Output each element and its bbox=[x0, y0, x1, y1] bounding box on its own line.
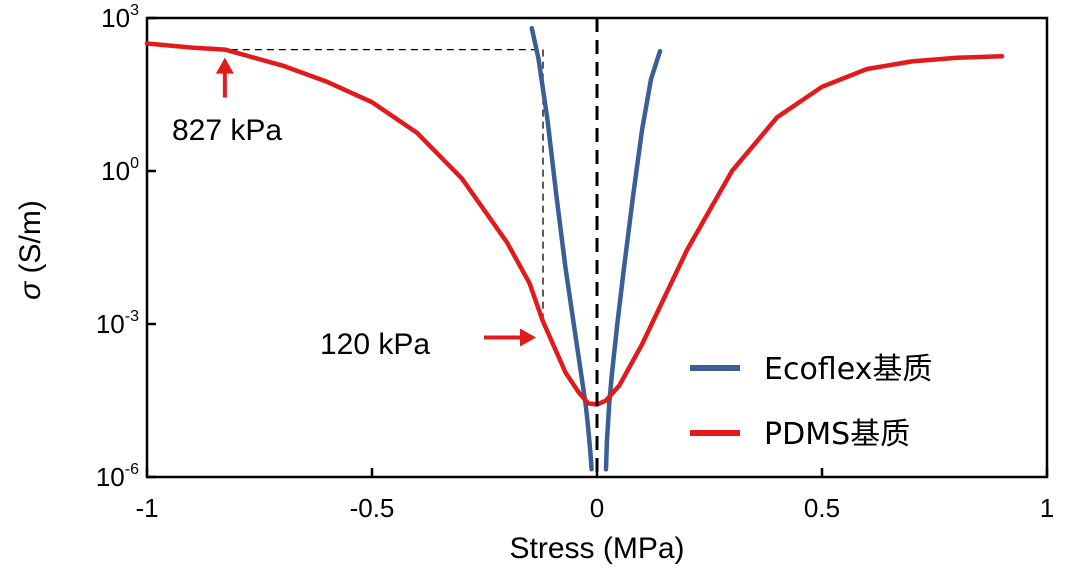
x-axis: -1 -0.5 0 0.5 1 bbox=[135, 468, 1054, 523]
y-axis-label: σ (S/m) bbox=[14, 200, 47, 300]
series-layer bbox=[144, 25, 1005, 472]
y-tick-label: 10-6 bbox=[96, 461, 139, 492]
arrow-right-icon bbox=[520, 328, 536, 347]
series-line bbox=[144, 41, 1005, 407]
reference-lines bbox=[230, 48, 544, 322]
x-tick-label: 1 bbox=[1040, 493, 1054, 523]
y-tick-label: 10-3 bbox=[96, 308, 139, 339]
annotations: 827 kPa 120 kPa bbox=[172, 57, 536, 361]
x-axis-label: Stress (MPa) bbox=[509, 532, 684, 565]
series-line bbox=[529, 25, 594, 472]
series-line bbox=[603, 48, 663, 472]
annotation-label: 120 kPa bbox=[320, 328, 430, 361]
y-tick-label: 103 bbox=[101, 2, 139, 33]
y-tick-label: 100 bbox=[101, 155, 139, 186]
y-axis: 103 100 10-3 10-6 bbox=[96, 2, 156, 492]
y-axis-symbol: σ bbox=[14, 280, 47, 300]
x-tick-label: -1 bbox=[135, 493, 158, 523]
svg-text:σ (S/m): σ (S/m) bbox=[14, 200, 47, 300]
x-tick-label: -0.5 bbox=[350, 493, 395, 523]
legend: Ecoflex基质 PDMS基质 bbox=[690, 352, 932, 452]
legend-label: Ecoflex基质 bbox=[764, 352, 932, 387]
annotation-label: 827 kPa bbox=[172, 114, 282, 147]
y-axis-unit: (S/m) bbox=[14, 200, 47, 273]
arrow-up-icon bbox=[215, 57, 234, 74]
legend-label: PDMS基质 bbox=[764, 417, 910, 452]
x-tick-label: 0 bbox=[590, 493, 604, 523]
x-tick-label: 0.5 bbox=[804, 493, 840, 523]
